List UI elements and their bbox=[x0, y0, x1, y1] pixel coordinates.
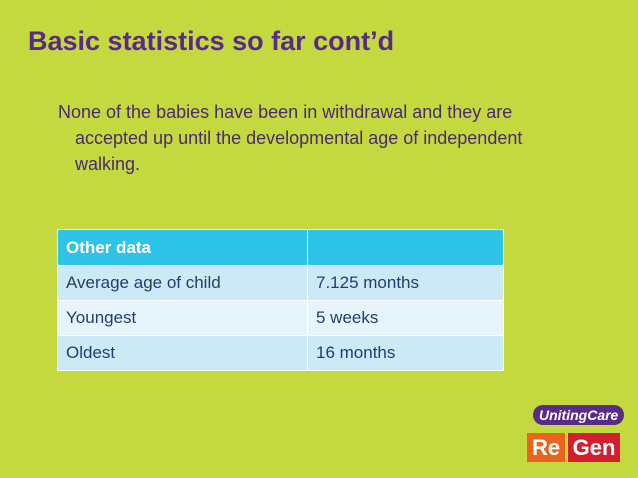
table-header-row: Other data bbox=[57, 229, 504, 266]
table-header-cell: Other data bbox=[57, 229, 308, 266]
body-text: None of the babies have been in withdraw… bbox=[58, 102, 523, 174]
table-row: Average age of child 7.125 months bbox=[57, 265, 504, 301]
table-row: Oldest 16 months bbox=[57, 335, 504, 371]
table-cell: Youngest bbox=[57, 300, 308, 336]
table-cell: 16 months bbox=[307, 335, 504, 371]
logo-gen: Gen bbox=[568, 433, 620, 462]
table-header-cell bbox=[307, 229, 504, 266]
table-cell: 5 weeks bbox=[307, 300, 504, 336]
logo-brand: UnitingCare bbox=[533, 405, 625, 425]
table-cell: 7.125 months bbox=[307, 265, 504, 301]
slide-title: Basic statistics so far cont’d bbox=[28, 26, 395, 56]
table-row: Youngest 5 weeks bbox=[57, 300, 504, 336]
table-cell: Average age of child bbox=[57, 265, 308, 301]
table-cell: Oldest bbox=[57, 335, 308, 371]
logo-re: Re bbox=[527, 433, 565, 462]
data-table: Other data Average age of child 7.125 mo… bbox=[57, 229, 504, 371]
